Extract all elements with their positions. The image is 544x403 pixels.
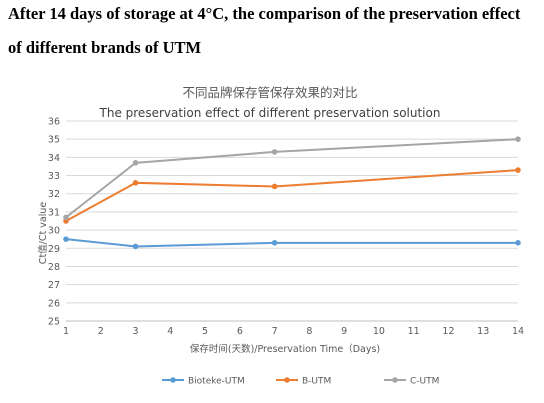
legend-marker bbox=[392, 377, 398, 383]
data-point bbox=[271, 149, 278, 155]
y-axis-label: Ct值/Ct value bbox=[37, 202, 49, 265]
y-axis-ticks: 25 26 27 28 29 30 31 32 33 34 35 36 bbox=[48, 117, 60, 328]
x-tick-label: 10 bbox=[373, 326, 385, 337]
legend-marker bbox=[170, 377, 176, 383]
y-tick-label: 30 bbox=[48, 226, 60, 237]
data-point bbox=[271, 240, 278, 246]
data-point bbox=[271, 183, 278, 190]
legend-label: B-UTM bbox=[302, 377, 331, 387]
y-tick-label: 35 bbox=[48, 135, 60, 146]
series-group bbox=[63, 136, 521, 250]
series-bioteke-utm bbox=[63, 236, 521, 250]
y-tick-label: 26 bbox=[48, 298, 60, 309]
x-tick-label: 9 bbox=[341, 326, 347, 337]
data-point bbox=[132, 180, 139, 186]
x-tick-label: 5 bbox=[202, 326, 208, 337]
data-point bbox=[63, 236, 69, 242]
y-tick-label: 28 bbox=[48, 262, 60, 273]
page-heading-line-1: After 14 days of storage at 4°C, the com… bbox=[8, 4, 521, 23]
x-tick-label: 7 bbox=[272, 326, 278, 337]
series-line bbox=[65, 138, 519, 219]
legend-label: C-UTM bbox=[410, 377, 439, 387]
legend-label: Bioteke-UTM bbox=[188, 377, 245, 387]
legend: Bioteke-UTM B-UTM C-UTM bbox=[162, 377, 439, 387]
x-tick-label: 8 bbox=[306, 326, 312, 337]
data-point bbox=[515, 167, 521, 173]
legend-marker bbox=[284, 377, 290, 383]
y-tick-label: 25 bbox=[48, 317, 60, 328]
x-tick-label: 1 bbox=[63, 326, 69, 337]
data-point bbox=[515, 136, 521, 142]
y-tick-label: 36 bbox=[48, 117, 60, 128]
chart-subtitle: The preservation effect of different pre… bbox=[99, 106, 441, 120]
grid bbox=[66, 120, 518, 322]
y-tick-label: 31 bbox=[48, 207, 60, 218]
series-line bbox=[65, 169, 519, 222]
legend-item: C-UTM bbox=[384, 377, 439, 387]
data-point bbox=[63, 214, 69, 221]
data-point bbox=[132, 160, 139, 166]
x-axis-label: 保存时间(天数)/Preservation Time（Days) bbox=[190, 343, 380, 355]
x-tick-label: 4 bbox=[167, 326, 173, 337]
y-tick-label: 29 bbox=[48, 244, 60, 255]
x-tick-label: 2 bbox=[98, 326, 104, 337]
x-tick-label: 6 bbox=[237, 326, 243, 337]
x-tick-label: 14 bbox=[512, 326, 524, 337]
x-tick-label: 13 bbox=[477, 326, 489, 337]
series-c-utm bbox=[63, 136, 521, 221]
legend-item: B-UTM bbox=[276, 377, 331, 387]
y-tick-label: 32 bbox=[48, 189, 60, 200]
x-tick-label: 3 bbox=[133, 326, 139, 337]
data-point bbox=[515, 240, 521, 246]
chart-title: 不同品牌保存管保存效果的对比 bbox=[182, 85, 357, 100]
series-line bbox=[65, 238, 518, 248]
y-tick-label: 27 bbox=[48, 280, 60, 291]
x-axis-ticks: 1 2 3 4 5 6 7 8 9 10 11 12 13 14 bbox=[63, 326, 524, 337]
x-tick-label: 11 bbox=[408, 326, 420, 337]
data-point bbox=[132, 243, 139, 250]
page-heading-line-2: of different brands of UTM bbox=[8, 38, 202, 57]
x-tick-label: 12 bbox=[442, 326, 454, 337]
y-tick-label: 34 bbox=[48, 153, 60, 164]
legend-item: Bioteke-UTM bbox=[162, 377, 245, 387]
y-tick-label: 33 bbox=[48, 171, 60, 182]
